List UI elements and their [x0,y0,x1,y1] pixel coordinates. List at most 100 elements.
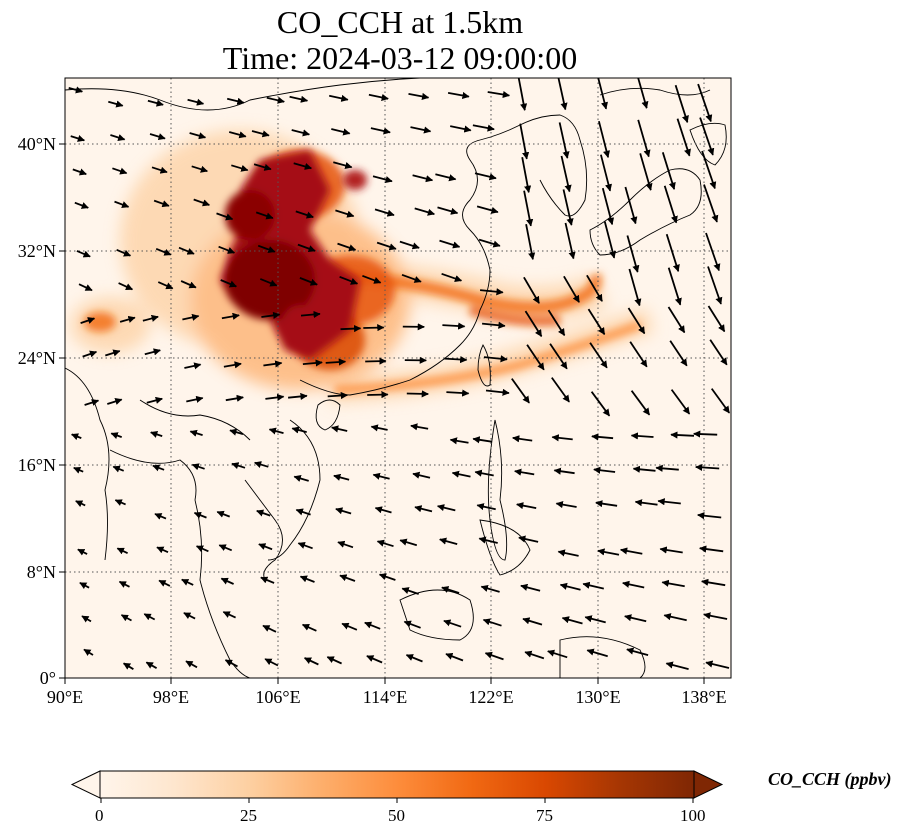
wind-vector-arrow [178,246,195,255]
wind-vector-arrow [484,651,504,661]
wind-vector-arrow [145,661,158,669]
wind-vector-arrow [670,431,695,439]
wind-vector-arrow [709,339,728,366]
wind-vector-arrow [151,166,168,174]
wind-vector-arrow [514,468,535,476]
wind-vector-arrow [446,389,470,397]
wind-vector-arrow [153,199,170,208]
wind-vector-arrow [562,189,574,226]
wind-vector-arrow [331,425,348,433]
wind-vector-arrow [218,245,236,254]
colorbar-tick-75: 75 [536,806,553,825]
wind-vector-arrow [597,78,608,110]
wind-vector-arrow [264,658,279,667]
colorbar-tick-50: 50 [388,806,405,825]
wind-vector-arrow [701,150,717,190]
wind-vector-arrow [410,423,429,431]
lat-tick-24N: 24°N [18,348,56,368]
wind-vector-arrow [522,617,543,626]
wind-vector-arrow [589,342,608,369]
wind-vector-arrow [231,164,249,172]
wind-vector-arrow [693,430,718,438]
lon-tick-106E: 106°E [255,687,300,707]
wind-vector-arrow [586,648,608,658]
wind-vector-arrow [112,465,125,473]
co-concentration-field [70,130,655,403]
wind-vector-arrow [70,135,85,142]
wind-vector-arrow [442,322,466,330]
wind-vector-arrow [329,94,349,102]
wind-vector-arrow [549,343,568,370]
wind-vector-arrow [258,543,273,551]
wind-vector-arrow [289,95,309,103]
wind-vector-arrow [450,125,472,133]
wind-vector-arrow [256,509,271,517]
wind-vector-arrow [144,348,161,356]
wind-vector-arrow [216,212,234,221]
wind-vector-arrow [297,243,316,253]
wind-vector-arrow [339,275,359,285]
wind-vector-arrow [75,500,86,508]
wind-vector-arrow [303,657,319,666]
wind-vector-arrow [551,434,573,442]
wind-vector-arrow [547,649,568,659]
wind-vector-arrow [231,462,246,470]
wind-vector-arrow [703,612,728,620]
wind-vector-arrow [511,378,530,404]
wind-vector-arrow [340,324,362,333]
wind-vector-arrow [667,306,686,334]
wind-vector-arrow [224,659,238,668]
wind-vector-arrow [79,582,90,590]
wind-vector-arrow [365,357,387,365]
wind-vector-arrow [189,132,207,140]
wind-vector-arrow [597,548,620,556]
wind-vector-arrow [632,465,656,473]
wind-vector-arrow [563,275,580,303]
wind-vector-arrow [223,361,242,369]
wind-vector-arrow [81,615,92,623]
colorbar-max-extend [693,770,724,799]
wind-vector-arrow [295,508,311,516]
wind-vector-arrow [472,436,492,444]
wind-vector-arrow [254,461,269,469]
wind-vector-arrow [376,539,394,548]
wind-vector-arrow [229,428,244,436]
wind-vector-arrow [116,248,132,257]
wind-vector-arrow [120,614,132,622]
wind-vector-arrow [439,239,461,249]
wind-vector-arrow [516,502,537,510]
colorbar-gradient [99,770,695,799]
wind-vector-arrow [476,205,499,214]
wind-vector-arrow [297,542,313,550]
lon-tick-138E: 138°E [681,687,726,707]
wind-vector-arrow [119,315,136,323]
wind-vector-arrow [705,660,730,669]
wind-vectors [68,78,731,670]
wind-vector-arrow [520,583,541,592]
wind-vector-arrow [586,274,603,302]
wind-vector-arrow [122,662,134,670]
wind-vector-arrow [557,78,568,111]
colorbar-label: CO_CCH (ppbv) [768,769,892,789]
wind-vector-arrow [626,647,649,656]
wind-vector-arrow [674,84,689,123]
wind-vector-arrow [676,118,691,157]
wind-vector-arrow [142,314,159,322]
wind-vector-arrow [669,340,688,367]
wind-vector-arrow [288,392,308,401]
wind-vector-arrow [595,500,618,508]
wind-vector-arrow [665,661,689,670]
wind-vector-arrow [299,575,315,583]
wind-vector-arrow [523,276,540,304]
wind-vector-arrow [512,435,533,443]
wind-vector-arrow [598,120,610,158]
wind-vector-arrow [665,233,680,272]
wind-vector-arrow [474,469,494,477]
wind-vector-arrow [155,247,172,256]
wind-vector-arrow [110,432,123,439]
wind-vector-arrow [439,537,458,545]
wind-vector-arrow [443,619,462,628]
wind-vector-arrow [335,507,352,515]
wind-vector-arrow [657,498,681,506]
wind-vector-arrow [374,506,392,514]
